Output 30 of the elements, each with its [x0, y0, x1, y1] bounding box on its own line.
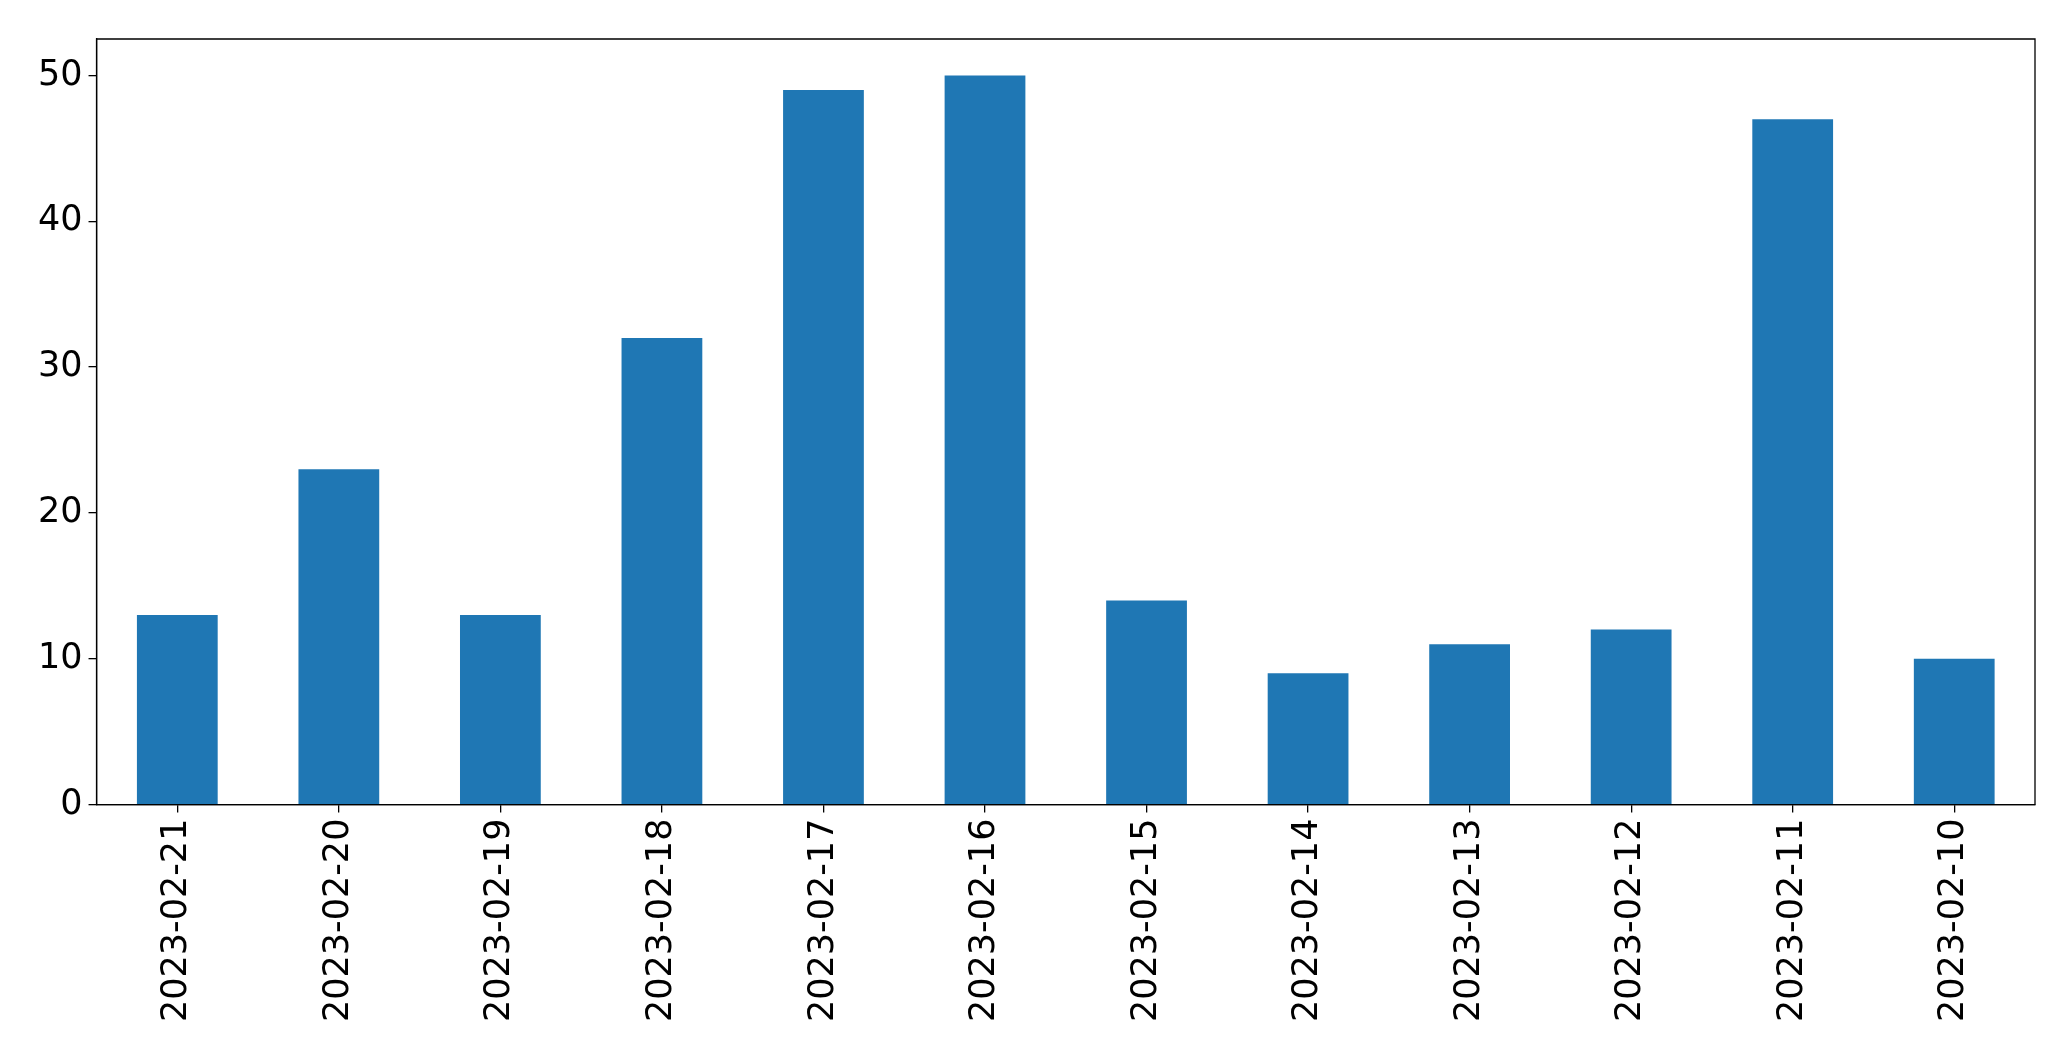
bar	[298, 469, 380, 804]
x-tick-label: 2023-02-18	[639, 818, 680, 1022]
bar	[460, 615, 541, 804]
x-tick-label: 2023-02-12	[1608, 818, 1649, 1022]
x-tick-label: 2023-02-20	[315, 818, 356, 1022]
y-tick-label: 40	[37, 198, 83, 239]
bar	[944, 75, 1026, 804]
x-tick-label: 2023-02-15	[1123, 818, 1164, 1022]
bar	[1267, 673, 1349, 804]
y-tick-label: 10	[37, 635, 83, 676]
y-tick-label: 20	[37, 490, 83, 531]
bar	[1752, 119, 1834, 804]
x-tick-label: 2023-02-19	[477, 818, 518, 1022]
y-tick-label: 50	[37, 52, 83, 93]
bar	[1106, 600, 1187, 804]
x-tick-label: 2023-02-14	[1285, 818, 1326, 1022]
bar	[136, 615, 218, 804]
x-tick-label: 2023-02-17	[800, 818, 841, 1022]
bar	[621, 337, 703, 804]
x-tick-label: 2023-02-21	[154, 818, 195, 1022]
y-tick-label: 0	[60, 781, 83, 822]
bar	[1913, 658, 1995, 804]
bar	[1429, 644, 1510, 804]
x-tick-label: 2023-02-11	[1769, 818, 1810, 1022]
y-tick-label: 30	[37, 344, 83, 385]
x-tick-label: 2023-02-16	[962, 818, 1003, 1022]
bar	[783, 90, 864, 804]
x-tick-label: 2023-02-10	[1931, 818, 1972, 1022]
x-tick-label: 2023-02-13	[1446, 818, 1487, 1022]
bar	[1590, 629, 1672, 804]
